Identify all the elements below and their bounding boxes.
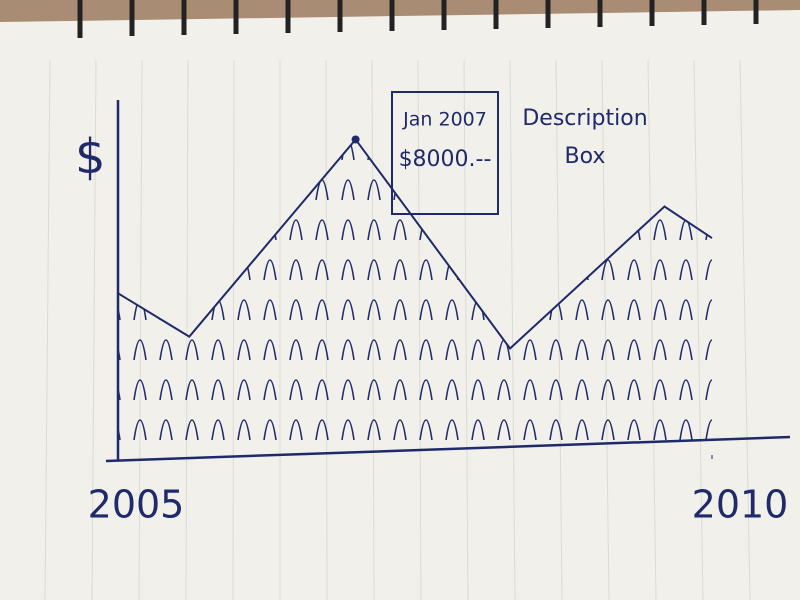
x-tick-label: 2005	[88, 483, 185, 527]
description-box	[391, 91, 499, 215]
x-tick-label: 2010	[692, 483, 789, 527]
highlight-point	[351, 135, 360, 144]
annotation-note-box: Description Box	[522, 106, 648, 169]
y-axis-label: $	[75, 129, 106, 185]
spiral-binding	[77, 0, 759, 38]
annotation-value: $8000.--	[399, 147, 492, 172]
annotation-date: Jan 2007	[402, 109, 487, 131]
area-line	[117, 137, 713, 350]
area	[118, 139, 712, 455]
annotation-note: Description Box	[522, 106, 648, 169]
